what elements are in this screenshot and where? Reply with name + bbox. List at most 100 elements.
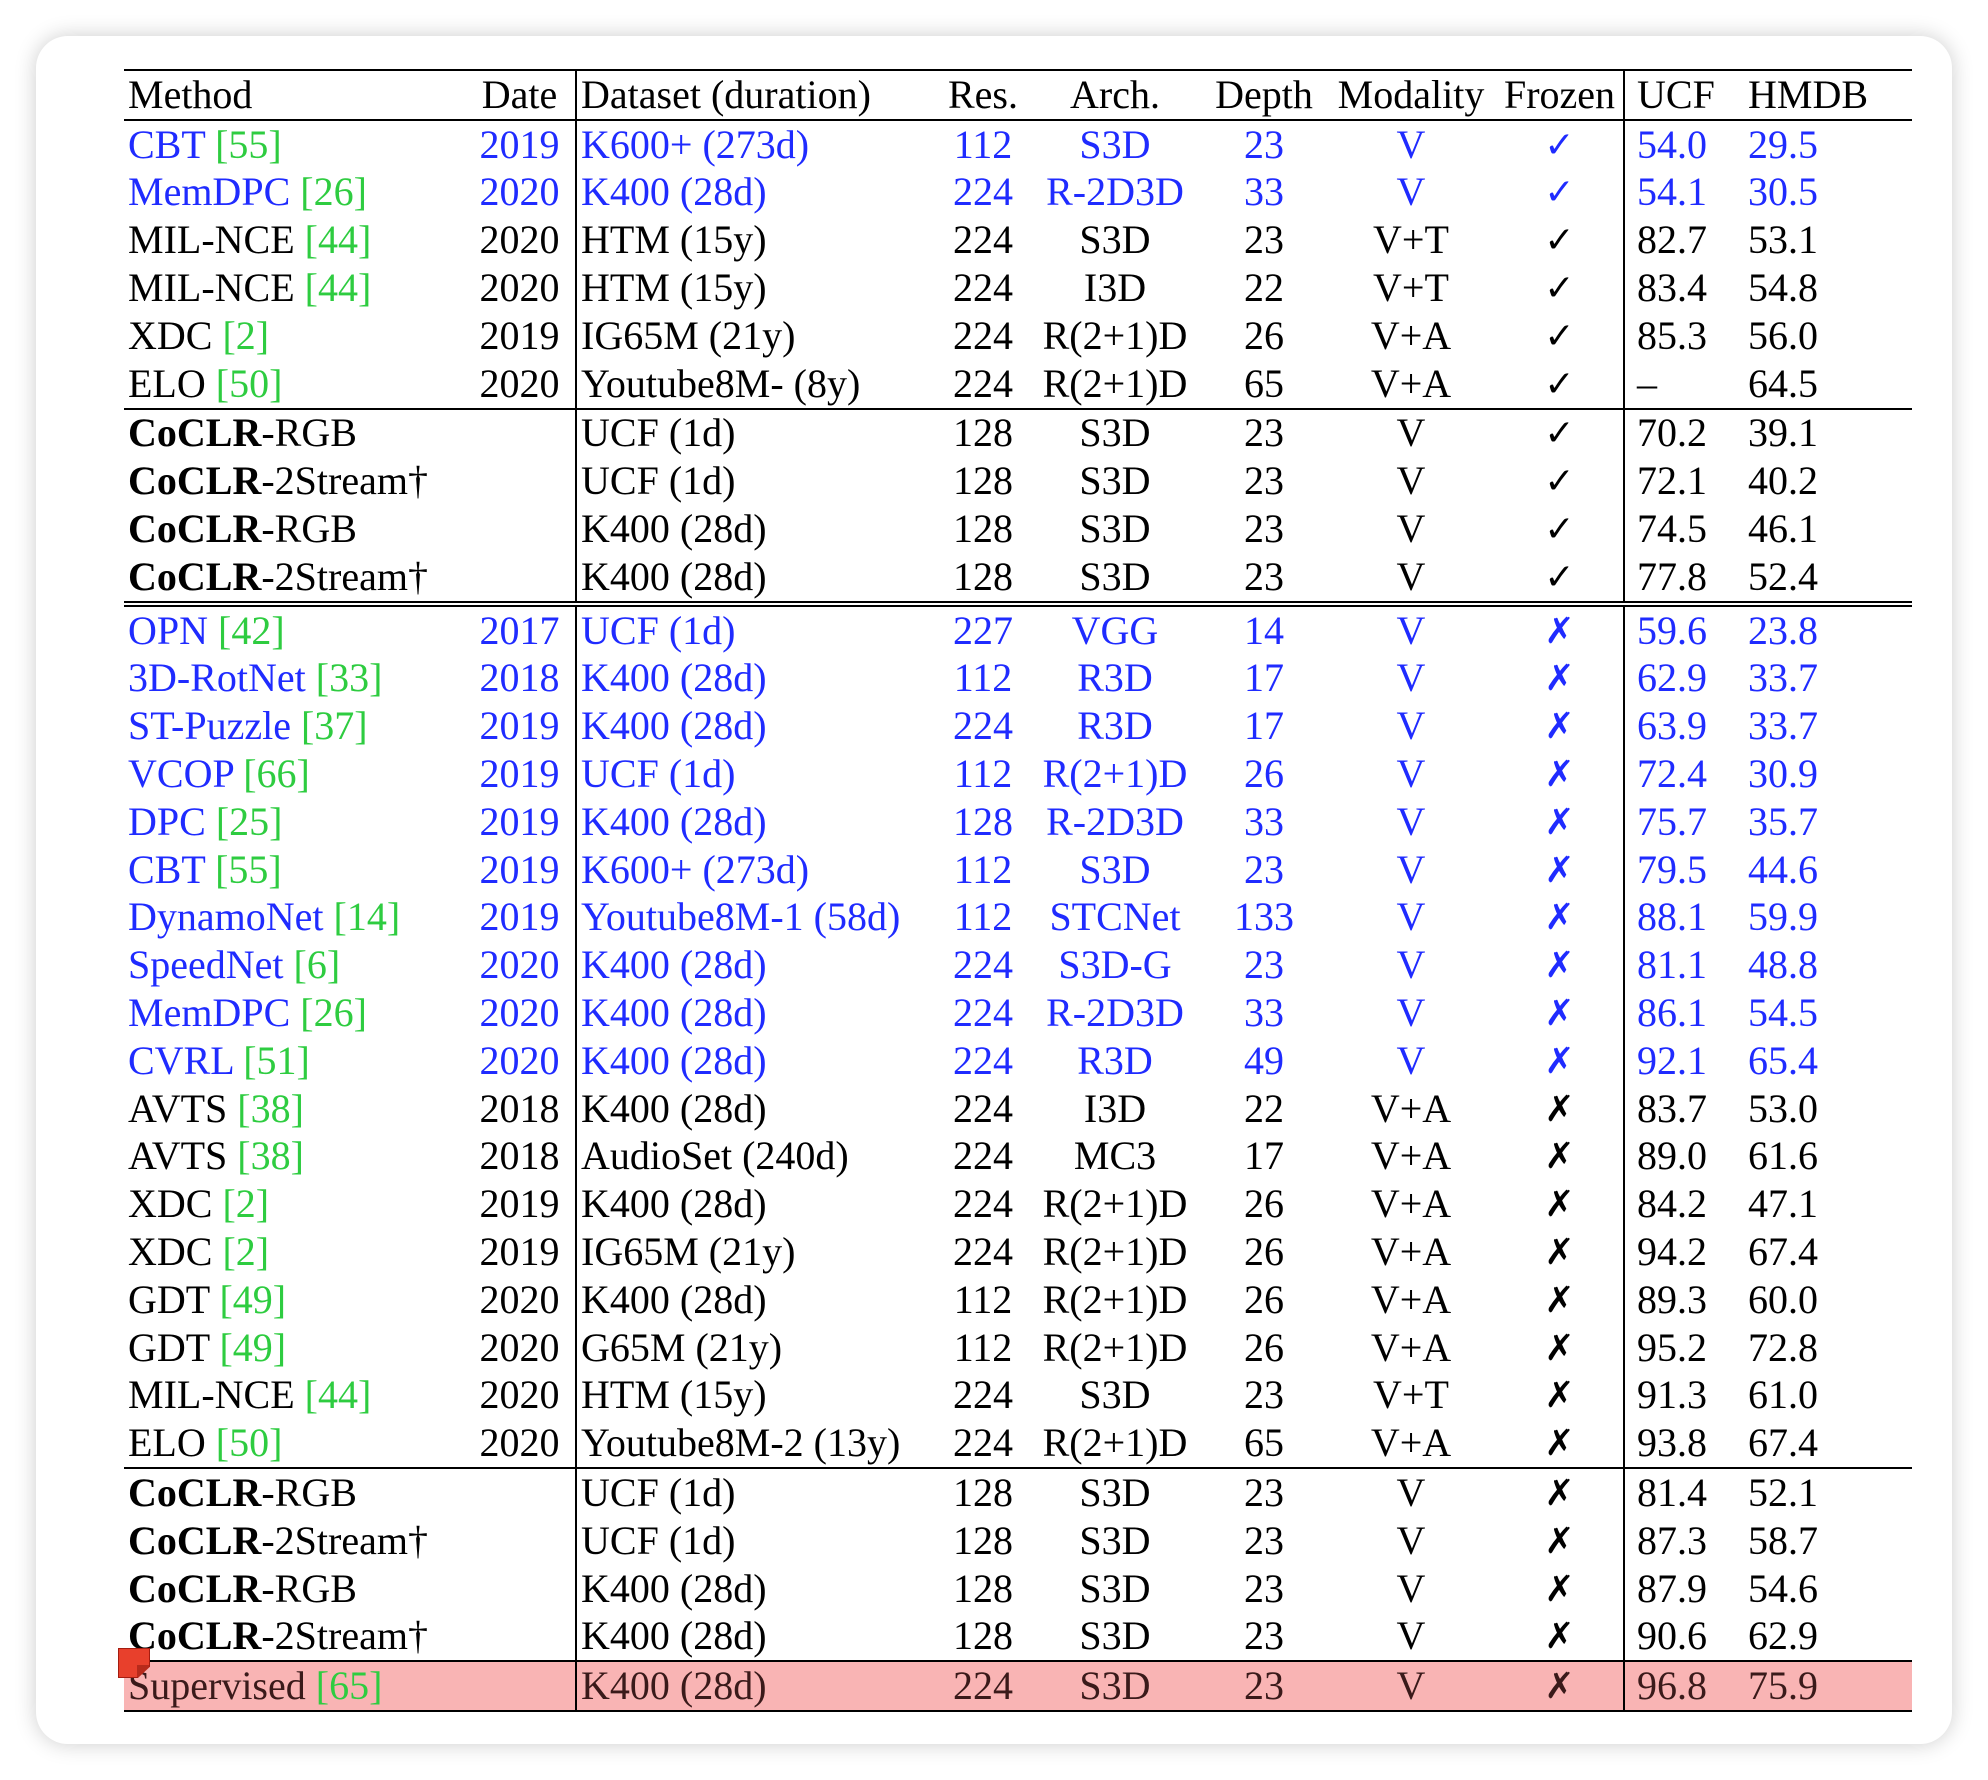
citation-link[interactable]: [50]	[215, 360, 283, 406]
citation-link[interactable]: [2]	[222, 1181, 270, 1227]
header-modality: Modality	[1326, 69, 1496, 121]
citation-link[interactable]: [50]	[215, 1420, 283, 1466]
citation-link[interactable]: [51]	[243, 1037, 310, 1083]
method-cell: MIL-NCE [44]	[124, 216, 464, 264]
date-cell: 2020	[464, 1323, 577, 1372]
citation-link[interactable]: [37]	[300, 703, 368, 749]
arch-cell: R-2D3D	[1046, 990, 1184, 1036]
table-row: SpeedNet [6] 2020 K400 (28d) 224 S3D-G 23 V ✗ 81…	[124, 941, 1912, 990]
ucf-cell: 72.1	[1637, 458, 1707, 504]
citation-link[interactable]: [66]	[243, 751, 310, 797]
modality-cell: V	[1396, 798, 1426, 844]
cross-icon: ✗	[1544, 1040, 1575, 1082]
table-row: CoCLR-RGB UCF (1d) 128 S3D 23 V ✓ 70.2 39.1	[124, 407, 1912, 458]
method-cell: CBT [55]	[124, 846, 464, 894]
arch-cell: S3D	[1079, 846, 1151, 892]
citation-link[interactable]: [55]	[215, 846, 282, 892]
citation-link[interactable]: [44]	[304, 265, 372, 311]
dataset-cell: K400 (28d)	[581, 1037, 767, 1083]
date-cell: 2017	[464, 600, 577, 655]
ucf-cell: 54.0	[1637, 121, 1707, 167]
res-cell: 128	[953, 1517, 1013, 1563]
arch-cell: S3D	[1079, 1517, 1151, 1563]
arch-cell: R3D	[1077, 703, 1153, 749]
citation-link[interactable]: [14]	[333, 894, 401, 940]
res-cell: 128	[953, 1565, 1013, 1611]
table-row: MIL-NCE [44] 2020 HTM (15y) 224 S3D 23 V+T ✓ 82.…	[124, 216, 1912, 265]
citation-link[interactable]: [49]	[219, 1276, 287, 1322]
frozen-cross-icon: ✗	[1496, 1516, 1625, 1565]
method-cell: GDT [49]	[124, 1324, 464, 1372]
arch-cell: S3D	[1079, 1613, 1151, 1659]
cross-icon: ✗	[1544, 801, 1575, 843]
date-cell	[464, 407, 577, 458]
method-name-bold: CoCLR	[128, 1613, 262, 1659]
arch-cell: S3D	[1028, 1660, 1202, 1713]
depth-cell: 33	[1244, 990, 1284, 1036]
method-name: OPN	[128, 607, 219, 653]
table-row: MemDPC [26] 2020 K400 (28d) 224 R-2D3D 33 V ✓ 54…	[124, 168, 1912, 217]
citation-link[interactable]: [26]	[300, 990, 367, 1036]
table-row: CoCLR-RGB K400 (28d) 128 S3D 23 V ✓ 74.5 46.1	[124, 505, 1912, 553]
citation-link[interactable]: [2]	[222, 312, 270, 358]
citation-link[interactable]: [44]	[304, 217, 372, 263]
method-name: XDC	[128, 312, 223, 358]
cross-icon: ✗	[1544, 658, 1575, 700]
res-cell: 224	[953, 990, 1013, 1036]
method-variant: -RGB	[261, 506, 357, 552]
frozen-check-icon: ✓	[1496, 119, 1625, 169]
citation-link[interactable]: [38]	[237, 1133, 304, 1179]
depth-cell: 22	[1244, 265, 1284, 311]
citation-link[interactable]: [6]	[293, 942, 341, 988]
depth-cell: 26	[1244, 312, 1284, 358]
method-name: CBT	[128, 846, 216, 892]
frozen-cross-icon: ✗	[1496, 600, 1625, 655]
date-cell: 2020	[464, 1419, 577, 1469]
citation-link[interactable]: [42]	[218, 607, 285, 653]
dataset-cell: IG65M (21y)	[581, 312, 796, 358]
frozen-cross-icon: ✗	[1496, 1275, 1625, 1324]
citation-link[interactable]: [2]	[222, 1229, 270, 1275]
arch-cell: S3D	[1028, 407, 1202, 458]
table-row: CoCLR-RGB UCF (1d) 128 S3D 23 V ✗ 81.4 52.1	[124, 1467, 1912, 1517]
method-cell: XDC [2]	[124, 1228, 464, 1276]
res-cell: 224	[953, 1229, 1013, 1275]
citation-link[interactable]: [55]	[215, 121, 282, 167]
method-name-bold: CoCLR	[128, 1470, 262, 1515]
frozen-cross-icon: ✗	[1496, 1660, 1625, 1713]
modality-cell: V	[1396, 655, 1426, 701]
date-cell: 2019	[464, 797, 577, 846]
citation-link[interactable]: [49]	[219, 1324, 287, 1370]
depth-cell: 23	[1202, 1660, 1326, 1713]
dataset-cell: K600+ (273d)	[581, 121, 810, 167]
hmdb-cell: 40.2	[1748, 458, 1818, 504]
depth-cell: 23	[1202, 407, 1326, 458]
ucf-cell: 62.9	[1637, 655, 1707, 701]
dataset-cell: K400 (28d)	[581, 655, 767, 701]
method-cell: GDT [49]	[124, 1276, 464, 1324]
method-name-bold: CoCLR	[128, 1565, 262, 1611]
citation-link[interactable]: [38]	[237, 1085, 304, 1131]
modality-cell: V+A	[1370, 1085, 1452, 1131]
frozen-cross-icon: ✗	[1496, 797, 1625, 846]
method-name: MemDPC	[128, 169, 301, 215]
cross-icon: ✗	[1544, 1423, 1575, 1465]
ucf-cell: 54.1	[1637, 169, 1707, 215]
depth-cell: 22	[1244, 1085, 1284, 1131]
frozen-cross-icon: ✗	[1496, 1467, 1625, 1517]
frozen-cross-icon: ✗	[1496, 1564, 1625, 1613]
arch-cell: S3D	[1079, 506, 1151, 552]
date-cell: 2020	[464, 216, 577, 265]
citation-link[interactable]: [65]	[315, 1663, 383, 1709]
check-icon: ✓	[1544, 363, 1575, 405]
method-variant: -RGB	[261, 1470, 357, 1515]
depth-cell: 133	[1234, 894, 1294, 940]
dataset-cell: UCF (1d)	[576, 407, 938, 458]
table-row: CVRL [51] 2020 K400 (28d) 224 R3D 49 V ✗ 92.1 65.…	[124, 1036, 1912, 1085]
citation-link[interactable]: [25]	[215, 798, 283, 844]
method-name: Supervised	[128, 1663, 316, 1709]
dataset-cell: UCF (1d)	[576, 1467, 938, 1517]
citation-link[interactable]: [33]	[315, 655, 383, 701]
citation-link[interactable]: [26]	[300, 169, 367, 215]
citation-link[interactable]: [44]	[304, 1372, 372, 1418]
